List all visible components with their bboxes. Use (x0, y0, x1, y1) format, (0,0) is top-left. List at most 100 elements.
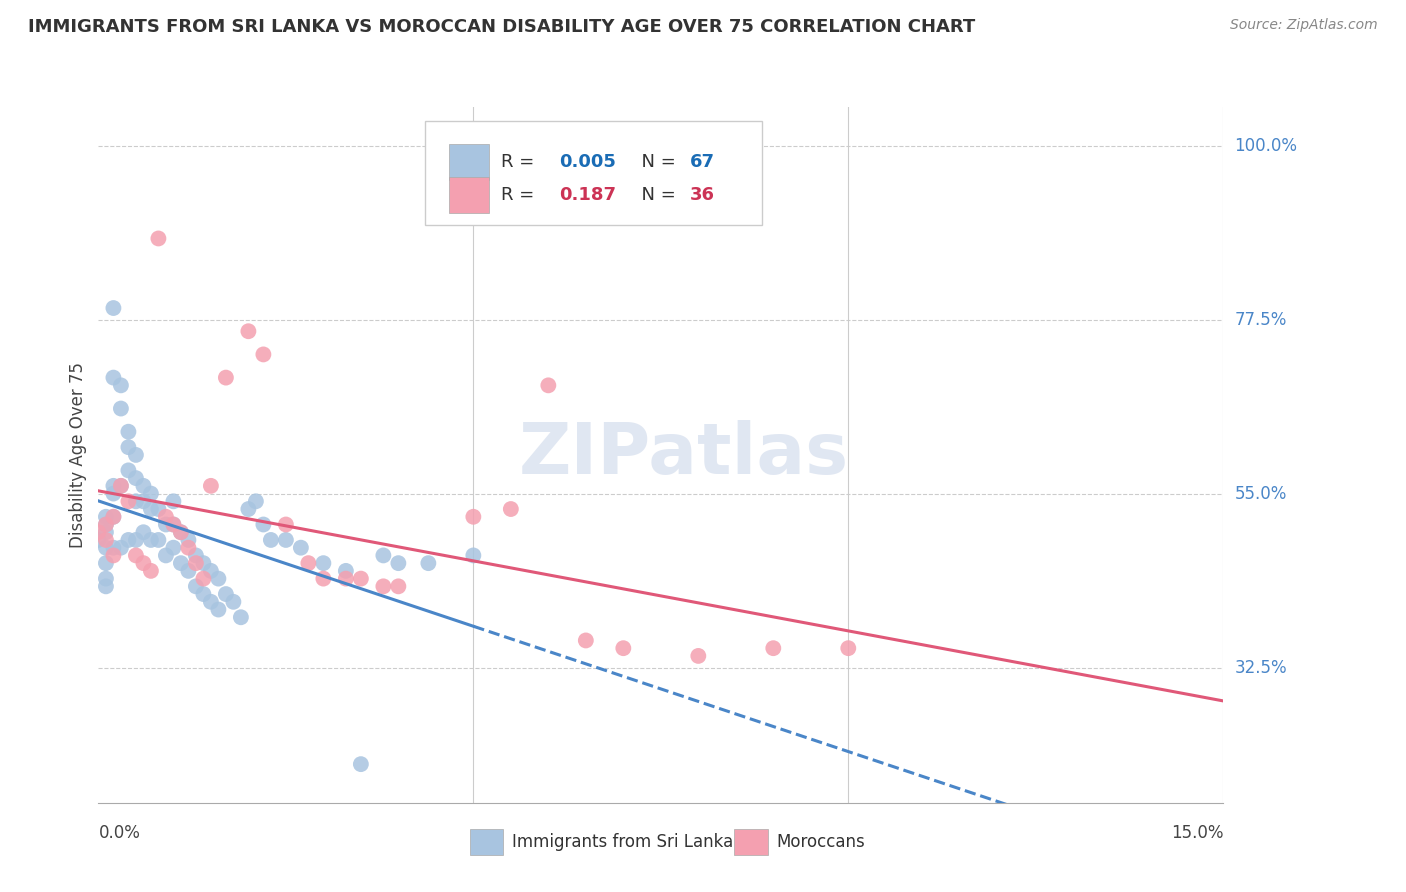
Point (162, 494, 184, 508)
Text: Source: ZipAtlas.com: Source: ZipAtlas.com (1230, 18, 1378, 32)
FancyBboxPatch shape (470, 829, 503, 855)
Text: 15.0%: 15.0% (1171, 823, 1223, 842)
Point (274, 517, 297, 532)
Point (139, 533, 162, 547)
Text: Immigrants from Sri Lanka: Immigrants from Sri Lanka (512, 833, 734, 851)
Point (373, 579, 395, 593)
Point (139, 564, 162, 578)
Point (350, 757, 373, 772)
Point (193, 556, 215, 570)
FancyBboxPatch shape (425, 121, 762, 226)
Point (110, 479, 132, 493)
Point (110, 541, 132, 555)
Point (260, 533, 283, 547)
Point (94, 556, 117, 570)
Point (162, 517, 184, 532)
FancyBboxPatch shape (734, 829, 768, 855)
Point (117, 533, 139, 547)
Point (117, 494, 139, 508)
Point (110, 378, 132, 392)
Point (252, 347, 274, 361)
Text: 0.0%: 0.0% (98, 823, 141, 842)
Point (94, 579, 117, 593)
Point (387, 556, 409, 570)
Point (229, 610, 252, 624)
Text: 100.0%: 100.0% (1234, 136, 1298, 154)
Point (499, 502, 522, 516)
Point (125, 471, 148, 485)
Point (155, 517, 177, 532)
Point (87, 533, 110, 547)
Point (125, 533, 148, 547)
Point (110, 479, 132, 493)
Point (155, 509, 177, 524)
Point (207, 602, 229, 616)
Text: ZIPatlas: ZIPatlas (519, 420, 848, 490)
Point (125, 494, 148, 508)
Point (252, 517, 274, 532)
Point (350, 572, 373, 586)
Point (170, 525, 193, 540)
Point (335, 564, 357, 578)
Point (132, 479, 155, 493)
Point (373, 549, 395, 563)
Point (207, 572, 229, 586)
Point (274, 533, 297, 547)
Point (177, 564, 200, 578)
Point (184, 549, 207, 563)
Text: 32.5%: 32.5% (1234, 658, 1286, 676)
Point (537, 378, 560, 392)
Point (215, 370, 238, 384)
Point (193, 587, 215, 601)
Point (148, 533, 170, 547)
Point (117, 440, 139, 454)
Text: 67: 67 (690, 153, 716, 171)
Point (103, 486, 125, 500)
Point (184, 579, 207, 593)
Text: IMMIGRANTS FROM SRI LANKA VS MOROCCAN DISABILITY AGE OVER 75 CORRELATION CHART: IMMIGRANTS FROM SRI LANKA VS MOROCCAN DI… (28, 18, 976, 36)
Point (139, 486, 162, 500)
Point (612, 641, 634, 656)
Point (837, 641, 859, 656)
Point (200, 479, 222, 493)
Point (297, 556, 319, 570)
Point (103, 479, 125, 493)
Point (688, 648, 710, 663)
Point (125, 448, 148, 462)
Point (103, 301, 125, 315)
Point (103, 370, 125, 384)
Point (155, 549, 177, 563)
Point (148, 231, 170, 245)
Point (162, 517, 184, 532)
Point (312, 556, 335, 570)
Point (132, 556, 155, 570)
Point (200, 564, 222, 578)
Point (162, 541, 184, 555)
Point (184, 556, 207, 570)
Text: Moroccans: Moroccans (776, 833, 866, 851)
Point (222, 595, 245, 609)
Point (463, 509, 485, 524)
Point (200, 595, 222, 609)
FancyBboxPatch shape (450, 177, 489, 213)
Point (312, 572, 335, 586)
Point (148, 502, 170, 516)
Point (215, 587, 238, 601)
Point (193, 572, 215, 586)
Point (94, 541, 117, 555)
Point (177, 533, 200, 547)
Point (762, 641, 785, 656)
Point (238, 502, 260, 516)
FancyBboxPatch shape (450, 144, 489, 180)
Point (170, 525, 193, 540)
Point (94, 533, 117, 547)
Text: 0.005: 0.005 (560, 153, 616, 171)
Text: 55.0%: 55.0% (1234, 484, 1286, 502)
Point (245, 494, 267, 508)
Point (87, 525, 110, 540)
Point (94, 517, 117, 532)
Point (132, 494, 155, 508)
Point (463, 549, 485, 563)
Text: 77.5%: 77.5% (1234, 310, 1286, 328)
Text: 36: 36 (690, 186, 716, 204)
